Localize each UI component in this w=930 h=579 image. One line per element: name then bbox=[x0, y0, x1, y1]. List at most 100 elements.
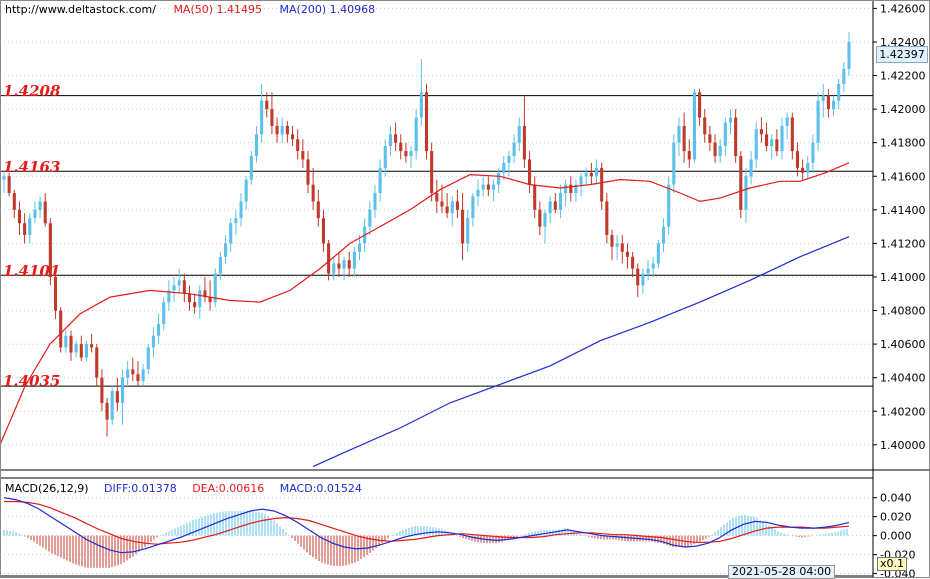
price-tick-label: 1.42600 bbox=[880, 2, 926, 15]
candle bbox=[579, 172, 583, 197]
candle bbox=[574, 179, 578, 202]
candle bbox=[842, 62, 846, 93]
price-tick-label: 1.41000 bbox=[880, 271, 926, 284]
candle bbox=[90, 334, 94, 353]
candle bbox=[847, 31, 851, 76]
candle bbox=[260, 83, 264, 143]
candle bbox=[692, 88, 696, 163]
candle bbox=[74, 340, 78, 358]
candle bbox=[548, 196, 552, 224]
candle bbox=[558, 184, 563, 219]
candle bbox=[455, 189, 459, 219]
candle bbox=[38, 196, 42, 219]
candle bbox=[254, 125, 259, 163]
candle bbox=[332, 256, 336, 281]
macd-tick-label: 0.040 bbox=[880, 492, 912, 505]
candle bbox=[306, 151, 310, 194]
chart-header: http://www.deltastock.com/ MA(50) 1.4149… bbox=[5, 3, 389, 16]
candle bbox=[311, 167, 315, 210]
candle bbox=[115, 377, 119, 412]
candle bbox=[234, 209, 238, 235]
price-tick-label: 1.42200 bbox=[880, 70, 926, 83]
candle bbox=[564, 179, 568, 207]
candle bbox=[543, 209, 547, 244]
candle bbox=[718, 139, 722, 163]
candle bbox=[831, 95, 836, 116]
candle bbox=[770, 134, 774, 160]
candle bbox=[600, 162, 604, 210]
chart-grid bbox=[0, 7, 873, 446]
candle bbox=[110, 386, 114, 425]
candle bbox=[811, 134, 815, 173]
macd-dea-line bbox=[4, 500, 850, 545]
candle bbox=[136, 360, 140, 387]
candle bbox=[265, 92, 269, 118]
candle bbox=[553, 193, 557, 214]
price-tick-label: 1.41200 bbox=[880, 237, 926, 250]
candle bbox=[203, 276, 207, 303]
candle bbox=[713, 134, 717, 163]
price-tick-label: 1.40000 bbox=[880, 439, 926, 452]
candle bbox=[193, 293, 197, 314]
candle bbox=[43, 193, 47, 227]
candle bbox=[270, 92, 274, 135]
candle bbox=[100, 369, 104, 412]
candle bbox=[435, 179, 439, 214]
candle bbox=[646, 260, 650, 281]
price-tick-label: 1.41800 bbox=[880, 137, 926, 150]
candle bbox=[759, 117, 763, 143]
candle bbox=[167, 280, 171, 311]
candle bbox=[631, 251, 635, 277]
candle bbox=[476, 179, 480, 207]
candle bbox=[512, 134, 516, 163]
candle bbox=[187, 285, 192, 311]
candle bbox=[440, 184, 444, 214]
macd-tick-label: 0.020 bbox=[880, 511, 912, 524]
candle bbox=[23, 213, 27, 244]
candle bbox=[213, 268, 217, 308]
candle bbox=[419, 58, 423, 126]
candle bbox=[723, 117, 727, 157]
candle bbox=[816, 92, 820, 152]
candle bbox=[651, 256, 655, 277]
candle bbox=[765, 122, 769, 152]
price-axis: 1.42600 1.42400 1.42200 1.42000 1.41800 1.416… bbox=[873, 2, 926, 452]
candle bbox=[290, 125, 295, 147]
candle bbox=[368, 201, 372, 235]
price-tick-label: 1.40200 bbox=[880, 405, 926, 418]
candle bbox=[677, 117, 681, 157]
source-url: http://www.deltastock.com/ bbox=[5, 3, 156, 16]
candle bbox=[141, 364, 145, 387]
ma50-label: MA(50) 1.41495 bbox=[173, 3, 263, 16]
candle bbox=[69, 330, 73, 361]
candle bbox=[445, 193, 449, 219]
candle bbox=[734, 109, 738, 163]
candle bbox=[64, 330, 68, 353]
level-label-4: 1.4035 bbox=[3, 372, 61, 390]
candle bbox=[2, 171, 6, 194]
candle bbox=[301, 139, 305, 168]
candle bbox=[522, 95, 526, 168]
candle bbox=[497, 167, 501, 194]
crosshair-time-label: 2021-05-28 04:00 bbox=[728, 565, 836, 579]
zoom-button[interactable]: x0.1 bbox=[877, 557, 908, 571]
candle bbox=[409, 146, 413, 168]
candle bbox=[404, 142, 408, 163]
candle bbox=[450, 196, 454, 227]
candle bbox=[424, 83, 429, 160]
candle bbox=[399, 134, 403, 160]
candle bbox=[430, 142, 434, 202]
candle bbox=[528, 151, 532, 194]
candle bbox=[120, 369, 125, 425]
candle bbox=[198, 285, 202, 319]
candle bbox=[342, 256, 346, 281]
candle bbox=[821, 83, 825, 118]
candle bbox=[105, 397, 109, 437]
candle bbox=[806, 156, 810, 180]
candle bbox=[744, 167, 748, 224]
candle bbox=[352, 246, 356, 277]
macd-dea: DEA:0.00616 bbox=[192, 482, 265, 495]
candle bbox=[224, 235, 228, 264]
candle bbox=[239, 193, 243, 227]
macd-tick-label: -0.040 bbox=[880, 568, 915, 578]
